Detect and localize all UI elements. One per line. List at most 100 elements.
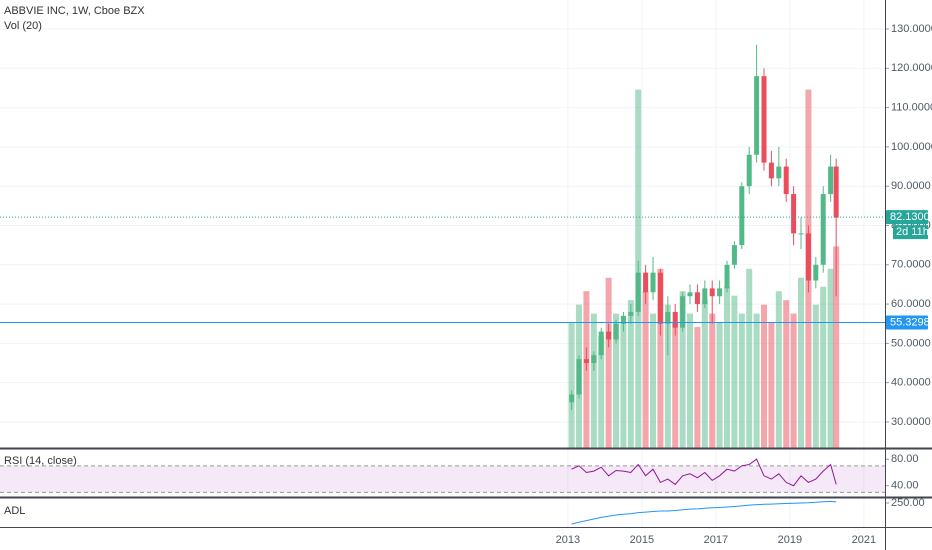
x-tick-label: 2013 [556, 534, 580, 546]
indicator-line [571, 458, 837, 487]
y-tick-label: 100.0000 [891, 141, 932, 153]
price-label-bg [886, 210, 928, 225]
candle-body [724, 264, 730, 289]
volume-bar [768, 322, 775, 448]
y-tick-label: 90.0000 [891, 180, 931, 192]
candle-body [776, 166, 782, 179]
candle-body [791, 194, 797, 234]
chart-title: ABBVIE INC, 1W, Cboe BZX [4, 5, 145, 17]
x-tick-label: 2017 [704, 534, 728, 546]
volume-title: Vol (20) [4, 20, 42, 32]
y-tick-label: 250.00 [891, 497, 925, 509]
volume-bar [746, 268, 753, 448]
volume-bar [833, 246, 840, 448]
volume-bar [716, 322, 723, 448]
volume-bar [613, 313, 620, 448]
volume-bar [605, 277, 612, 448]
candle-body [731, 245, 737, 265]
price-label-bg [886, 315, 928, 330]
candle-body [798, 233, 804, 235]
candle-body [702, 288, 708, 305]
candle-body [665, 311, 671, 324]
price-axis-bg [885, 0, 932, 550]
candle-body [680, 296, 686, 328]
candle-body [576, 359, 582, 395]
volume-bar [790, 313, 797, 448]
candle-body [687, 292, 693, 297]
volume-bar [761, 304, 768, 448]
y-tick-label: 130.0000 [891, 23, 932, 35]
y-tick-label: 40.0000 [891, 377, 931, 389]
candle-body [598, 331, 604, 356]
volume-bar [753, 313, 760, 448]
candle-body [583, 359, 589, 364]
y-tick-label: 110.0000 [891, 102, 932, 114]
volume-bar [783, 300, 790, 448]
volume-bar [798, 277, 805, 448]
candle-body [820, 194, 826, 265]
y-tick-label: 80.00 [891, 453, 919, 465]
volume-bar [620, 322, 627, 448]
x-tick-label: 2021 [852, 534, 876, 546]
x-tick-label: 2015 [630, 534, 654, 546]
candle-body [805, 233, 811, 281]
y-tick-label: 30.0000 [891, 416, 931, 428]
volume-bar [820, 286, 827, 448]
candle-body [813, 264, 819, 281]
candle-body [694, 292, 700, 305]
candle-body [783, 166, 789, 195]
candle-body [828, 166, 834, 195]
volume-bar [590, 313, 597, 448]
volume-bar [738, 313, 745, 448]
volume-bar [679, 291, 686, 448]
volume-bar [568, 322, 575, 448]
volume-bar [827, 268, 834, 448]
x-tick-label: 2019 [778, 534, 802, 546]
candle-body [746, 154, 752, 187]
candle-body [739, 186, 745, 246]
volume-bar [650, 313, 657, 448]
candle-body [650, 272, 656, 293]
rsi-band [0, 465, 885, 493]
candle-body [754, 76, 760, 155]
candle-body [672, 311, 678, 328]
y-tick-label: 40.00 [891, 480, 919, 492]
y-tick-label: 120.0000 [891, 62, 932, 74]
volume-bar [657, 268, 664, 448]
candle-body [643, 272, 649, 293]
pane-title: RSI (14, close) [4, 455, 77, 467]
candle-body [657, 272, 663, 324]
candle-body [635, 272, 641, 312]
volume-bar [775, 291, 782, 448]
volume-bar [627, 300, 634, 448]
volume-bar [642, 291, 649, 448]
candle-body [613, 323, 619, 340]
candle-body [768, 162, 774, 179]
volume-bar [731, 295, 738, 448]
price-label: 55.3298 [890, 316, 930, 328]
volume-bar [724, 286, 731, 448]
countdown: 2d 11h [896, 226, 929, 238]
volume-bar [701, 300, 708, 448]
y-tick-label: 60.0000 [891, 298, 931, 310]
candle-body [761, 76, 767, 163]
volume-bar [664, 304, 671, 448]
countdown-bg [893, 225, 928, 240]
candle-body [620, 315, 626, 324]
candle-body [606, 331, 612, 340]
candle-body [717, 288, 723, 297]
volume-bar [598, 336, 605, 448]
volume-bar [709, 313, 716, 448]
candle-body [591, 355, 597, 364]
indicator-line [571, 500, 837, 525]
volume-bar [694, 327, 701, 448]
volume-bar [687, 313, 694, 448]
candle-body [833, 166, 839, 218]
candle-body [628, 311, 634, 316]
candle-body [569, 394, 575, 403]
pane-title: ADL [4, 505, 25, 517]
price-label: 82.1300 [890, 211, 930, 223]
y-tick-label: 70.0000 [891, 259, 931, 271]
